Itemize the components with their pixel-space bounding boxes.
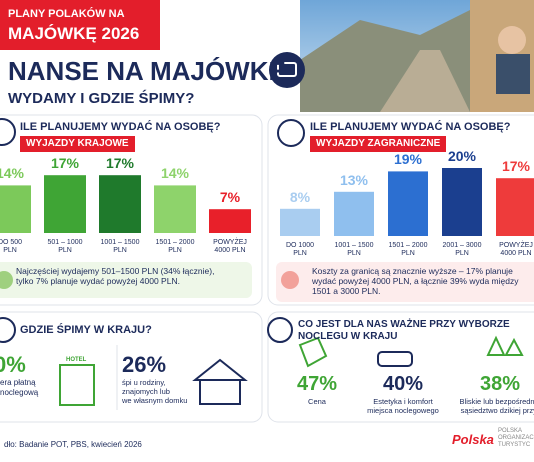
stat-text: Cena <box>308 397 326 406</box>
stat-value: 0% <box>0 352 26 377</box>
wallet-icon <box>269 52 305 88</box>
bar <box>280 208 320 236</box>
stat-value: 47% <box>296 373 338 395</box>
value-label: 14% <box>160 165 190 182</box>
icon <box>0 118 16 146</box>
stat-text: Estetyka i komfort miejsca noclegowego <box>367 397 439 415</box>
x-tick-label: DO 500 PLN <box>0 239 23 255</box>
bar <box>0 185 31 233</box>
bar <box>209 209 251 233</box>
note-bg <box>0 262 252 298</box>
value-label: 14% <box>0 165 25 182</box>
icon <box>0 317 16 343</box>
value-label: 17% <box>50 155 80 172</box>
coins-icon <box>281 271 299 289</box>
chart-subtitle: WYJAZDY KRAJOWE <box>20 136 135 152</box>
tree-icon <box>504 337 524 356</box>
value-label: 7% <box>219 189 241 206</box>
value-label: 19% <box>393 151 423 168</box>
house-icon <box>199 379 241 405</box>
chart-title: ILE PLANUJEMY WYDAĆ NA OSOBĘ? <box>20 121 221 133</box>
stat-text: Bliskie lub bezpośrednie sąsiedztwo dzik… <box>459 397 534 415</box>
card <box>0 311 263 423</box>
note-bg <box>276 262 534 302</box>
tag-icon <box>298 336 328 368</box>
trail <box>380 50 470 112</box>
stat-value: 38% <box>479 373 521 395</box>
section-title: GDZIE ŚPIMY W KRAJU? <box>20 324 152 336</box>
subtitle: WYDAMY I GDZIE ŚPIMY? <box>8 90 195 107</box>
value-label: 13% <box>339 171 369 188</box>
value-label: 17% <box>105 155 135 172</box>
x-tick-label: POWYŻEJ 4000 PLN <box>499 242 533 258</box>
stat-value: 26% <box>122 352 167 377</box>
bar <box>496 178 534 236</box>
bar <box>154 185 196 233</box>
x-tick-label: DO 1000 PLN <box>285 242 315 258</box>
x-tick-label: 501 – 1000 PLN <box>47 239 83 255</box>
x-tick-label: POWYŻEJ 4000 PLN <box>213 239 247 255</box>
chart-subtitle: WYJAZDY ZAGRANICZNE <box>310 136 447 152</box>
value-label: 8% <box>289 188 311 205</box>
bar <box>442 168 482 236</box>
chart-title: ILE PLANUJEMY WYDAĆ NA OSOBĘ? <box>310 121 511 133</box>
badge-bg <box>0 0 160 50</box>
x-tick-label: 1501 – 2000 PLN <box>388 242 428 258</box>
globe-icon <box>277 119 305 147</box>
badge-text: MAJÓWKĘ 2026 <box>8 24 140 43</box>
title: NANSE NA MAJÓWKĘ <box>8 56 286 86</box>
bar <box>99 175 141 233</box>
bar <box>388 171 428 236</box>
person <box>498 26 526 54</box>
hotel-sign: HOTEL <box>66 357 87 363</box>
bar <box>334 191 374 236</box>
sofa-icon <box>377 351 413 367</box>
x-tick-label: 2001 – 3000 PLN <box>442 242 482 258</box>
section-title: CO JEST DLA NAS WAŻNE PRZY WYBORZE NOCLE… <box>298 319 510 342</box>
stat-text: śpi u rodziny, znajomych lub we własnym … <box>122 378 188 405</box>
wallet <box>277 62 297 77</box>
x-tick-label: 1501 – 2000 PLN <box>155 239 195 255</box>
tree-icon <box>486 335 506 356</box>
note: Koszty za granicą są znacznie wyższe – 1… <box>312 266 519 297</box>
person <box>496 54 530 94</box>
x-tick-label: 1001 – 1500 PLN <box>100 239 140 255</box>
logo-org: POLSKA ORGANIZAC TURYSTYC <box>498 428 534 449</box>
bar <box>44 175 86 233</box>
search-icon <box>267 317 293 343</box>
stat-value: 40% <box>382 373 424 395</box>
badge-text: PLANY POLAKÓW NA <box>8 8 125 20</box>
value-label: 20% <box>447 148 477 164</box>
x-tick-label: 1001 – 1500 PLN <box>334 242 374 258</box>
note: Najczęściej wydajemy 501–1500 PLN (34% ł… <box>16 266 215 287</box>
coins-icon <box>0 271 13 289</box>
logo: Polska <box>452 432 494 447</box>
value-label: 17% <box>501 158 531 175</box>
stat-text: era płatną noclegową <box>0 378 39 397</box>
hotel-icon <box>59 364 95 406</box>
footer: dło: Badanie POT, PBS, kwiecień 2026 <box>4 440 142 449</box>
